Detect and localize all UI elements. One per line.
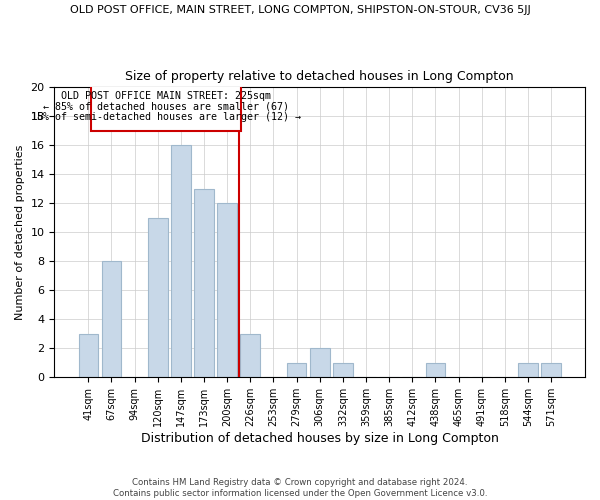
Bar (194, 188, 214, 378)
Bar (287, 363, 307, 378)
Bar (425, 363, 445, 378)
Bar (518, 363, 538, 378)
Bar (171, 145, 191, 378)
Title: Size of property relative to detached houses in Long Compton: Size of property relative to detached ho… (125, 70, 514, 83)
Bar (241, 334, 260, 378)
Text: OLD POST OFFICE, MAIN STREET, LONG COMPTON, SHIPSTON-ON-STOUR, CV36 5JJ: OLD POST OFFICE, MAIN STREET, LONG COMPT… (70, 5, 530, 15)
Bar (310, 348, 329, 378)
Text: OLD POST OFFICE MAIN STREET: 225sqm: OLD POST OFFICE MAIN STREET: 225sqm (61, 90, 271, 101)
Y-axis label: Number of detached properties: Number of detached properties (15, 144, 25, 320)
Bar (148, 218, 167, 378)
Bar (101, 261, 121, 378)
Text: 15% of semi-detached houses are larger (12) →: 15% of semi-detached houses are larger (… (31, 112, 301, 122)
Bar (541, 363, 561, 378)
Text: Contains HM Land Registry data © Crown copyright and database right 2024.
Contai: Contains HM Land Registry data © Crown c… (113, 478, 487, 498)
Bar (333, 363, 353, 378)
X-axis label: Distribution of detached houses by size in Long Compton: Distribution of detached houses by size … (141, 432, 499, 445)
Bar (217, 203, 237, 378)
Bar (79, 334, 98, 378)
FancyBboxPatch shape (91, 86, 241, 130)
Text: ← 85% of detached houses are smaller (67): ← 85% of detached houses are smaller (67… (43, 102, 289, 112)
